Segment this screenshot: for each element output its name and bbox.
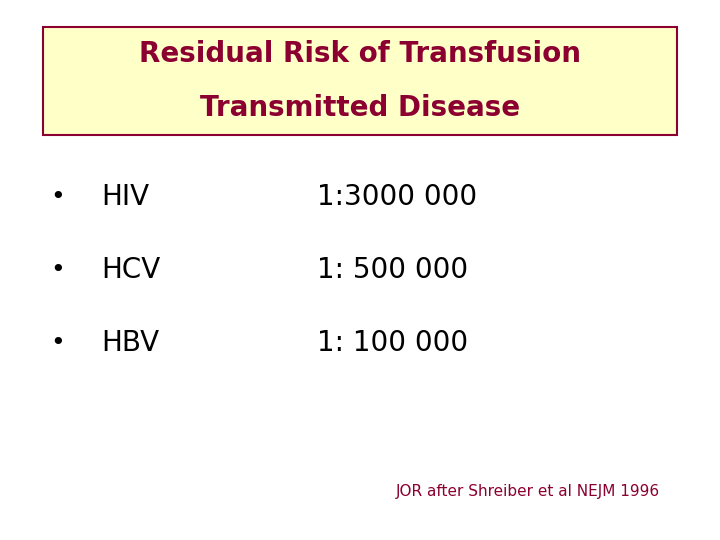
Text: HBV: HBV	[101, 329, 159, 357]
Text: HIV: HIV	[101, 183, 149, 211]
FancyBboxPatch shape	[43, 27, 677, 135]
Text: HCV: HCV	[101, 256, 160, 284]
Text: •: •	[50, 331, 65, 355]
Text: 1: 500 000: 1: 500 000	[317, 256, 468, 284]
Text: 1:3000 000: 1:3000 000	[317, 183, 477, 211]
Text: 1: 100 000: 1: 100 000	[317, 329, 468, 357]
Text: •: •	[50, 185, 65, 209]
Text: Transmitted Disease: Transmitted Disease	[200, 94, 520, 122]
Text: Residual Risk of Transfusion: Residual Risk of Transfusion	[139, 40, 581, 68]
Text: JOR after Shreiber et al NEJM 1996: JOR after Shreiber et al NEJM 1996	[396, 484, 660, 499]
Text: •: •	[50, 258, 65, 282]
